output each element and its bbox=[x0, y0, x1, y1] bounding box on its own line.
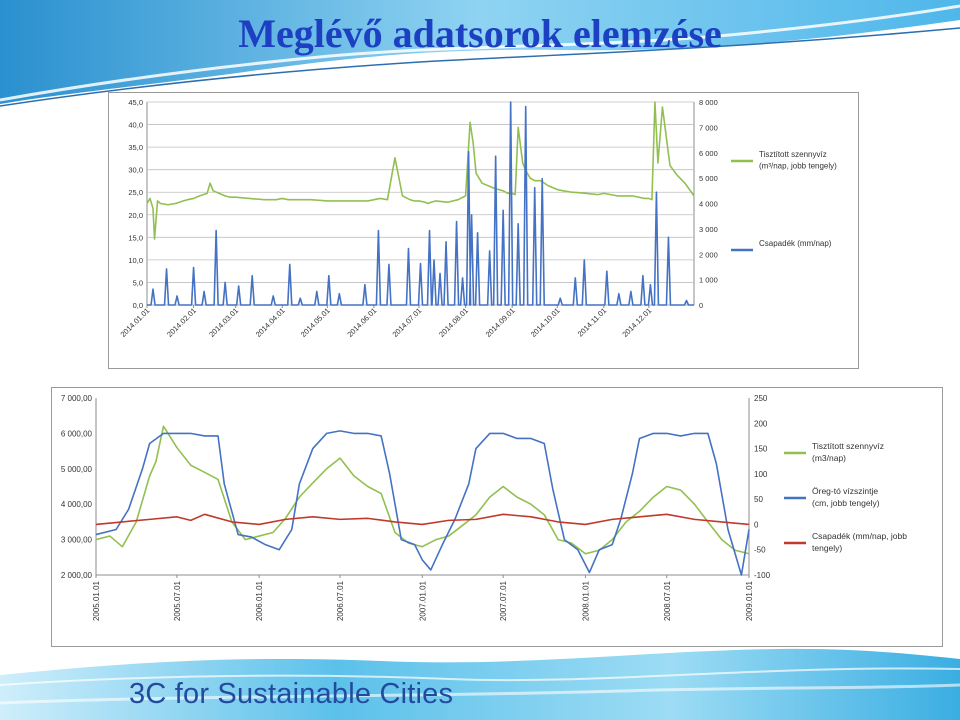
x-tick-label: 2006.07.01 bbox=[336, 580, 345, 621]
y-left-tick-label: 4 000,00 bbox=[61, 500, 93, 509]
x-tick-label: 2014.09.01 bbox=[484, 306, 517, 339]
y-left-tick-label: 0,0 bbox=[133, 301, 143, 310]
series-line bbox=[95, 430, 750, 576]
x-tick-label: 2014.02.01 bbox=[165, 306, 198, 339]
slide-title: Meglévő adatsorok elemzése bbox=[238, 11, 722, 56]
y-right-tick-label: 250 bbox=[754, 394, 768, 403]
x-tick-label: 2014.12.01 bbox=[620, 306, 653, 339]
legend-entry: Öreg-tó vízszintje (cm, jobb tengely) bbox=[812, 486, 880, 508]
y-left-tick-label: 30,0 bbox=[128, 166, 143, 175]
y-right-tick-label: 3 000 bbox=[699, 225, 718, 234]
y-right-tick-label: -50 bbox=[754, 546, 766, 555]
y-right-tick-label: 150 bbox=[754, 445, 768, 454]
y-right-tick-label: 200 bbox=[754, 419, 768, 428]
chart-2005-2009-svg: 7 000,00 6 000,00 5 000,00 4 000,00 3 000,00… bbox=[61, 394, 907, 621]
x-tick-label: 2006.01.01 bbox=[255, 580, 264, 621]
y-right-tick-label: -100 bbox=[754, 571, 771, 580]
legend-entry: Csapadék (mm/nap, jobb tengely) bbox=[812, 531, 907, 553]
y-left-tick-label: 5 000,00 bbox=[61, 465, 93, 474]
lake-level-effluent-2005-2009-chart: 7 000,00 6 000,00 5 000,00 4 000,00 3 000,00… bbox=[51, 387, 943, 647]
y-left-tick-label: 15,0 bbox=[128, 233, 143, 242]
y-left-tick-label: 45,0 bbox=[128, 98, 143, 107]
y-left-tick-label: 7 000,00 bbox=[61, 394, 93, 403]
y-right-tick-label: 2 000 bbox=[699, 250, 718, 259]
x-tick-label: 2005.01.01 bbox=[92, 580, 101, 621]
x-tick-label: 2014.10.01 bbox=[529, 306, 562, 339]
chart-2014-svg: 45,0 40,0 35,0 30,0 25,0 20,0 15,0 10,0 5,0 0,0 8 … bbox=[119, 98, 838, 339]
y-right-tick-label: 6 000 bbox=[699, 149, 718, 158]
y-right-tick-label: 0 bbox=[754, 520, 759, 529]
x-tick-label: 2014.07.01 bbox=[390, 306, 423, 339]
series-line bbox=[95, 425, 750, 555]
y-right-tick-label: 4 000 bbox=[699, 200, 718, 209]
y-right-tick-label: 8 000 bbox=[699, 98, 718, 107]
bottom-water-banner bbox=[0, 648, 960, 720]
y-left-tick-label: 10,0 bbox=[128, 256, 143, 265]
y-left-tick-label: 25,0 bbox=[128, 188, 143, 197]
y-right-tick-label: 1 000 bbox=[699, 276, 718, 285]
y-left-tick-label: 3 000,00 bbox=[61, 536, 93, 545]
x-tick-label: 2014.03.01 bbox=[207, 306, 240, 339]
legend-entry: Csapadék (mm/nap) bbox=[759, 239, 832, 248]
x-tick-label: 2014.04.01 bbox=[254, 306, 287, 339]
y-left-tick-label: 5,0 bbox=[133, 278, 143, 287]
x-tick-label: 2014.01.01 bbox=[119, 306, 152, 339]
series-line bbox=[147, 101, 694, 306]
series-line bbox=[146, 101, 695, 240]
series-line bbox=[95, 513, 750, 526]
x-tick-label: 2014.08.01 bbox=[437, 306, 470, 339]
y-left-tick-label: 40,0 bbox=[128, 121, 143, 130]
y-right-tick-label: 100 bbox=[754, 470, 768, 479]
y-right-tick-label: 50 bbox=[754, 495, 763, 504]
x-tick-label: 2007.07.01 bbox=[499, 580, 508, 621]
y-left-tick-label: 35,0 bbox=[128, 143, 143, 152]
x-tick-label: 2008.01.01 bbox=[581, 580, 590, 621]
precipitation-effluent-2014-chart: 45,0 40,0 35,0 30,0 25,0 20,0 15,0 10,0 5,0 0,0 8 … bbox=[108, 92, 859, 369]
legend-entry: Tisztított szennyvíz (m³/nap, jobb tengel… bbox=[759, 150, 837, 171]
legend-entry: Tisztított szennyvíz (m3/nap) bbox=[812, 441, 884, 463]
y-right-tick-label: 5 000 bbox=[699, 174, 718, 183]
x-tick-label: 2009.01.01 bbox=[745, 580, 754, 621]
y-left-tick-label: 20,0 bbox=[128, 211, 143, 220]
y-right-tick-label: 7 000 bbox=[699, 123, 718, 132]
y-right-tick-label: 0 bbox=[699, 301, 703, 310]
top-wave-banner bbox=[0, 0, 960, 107]
brand-text: 3C for Sustainable Cities bbox=[129, 678, 454, 710]
x-tick-label: 2007.01.01 bbox=[418, 580, 427, 621]
x-tick-label: 2008.07.01 bbox=[663, 580, 672, 621]
y-left-tick-label: 6 000,00 bbox=[61, 429, 93, 438]
x-tick-label: 2005.07.01 bbox=[173, 580, 182, 621]
x-tick-label: 2014.06.01 bbox=[345, 306, 378, 339]
x-tick-label: 2014.05.01 bbox=[299, 306, 332, 339]
x-tick-label: 2014.11.01 bbox=[576, 306, 609, 339]
y-left-tick-label: 2 000,00 bbox=[61, 571, 93, 580]
